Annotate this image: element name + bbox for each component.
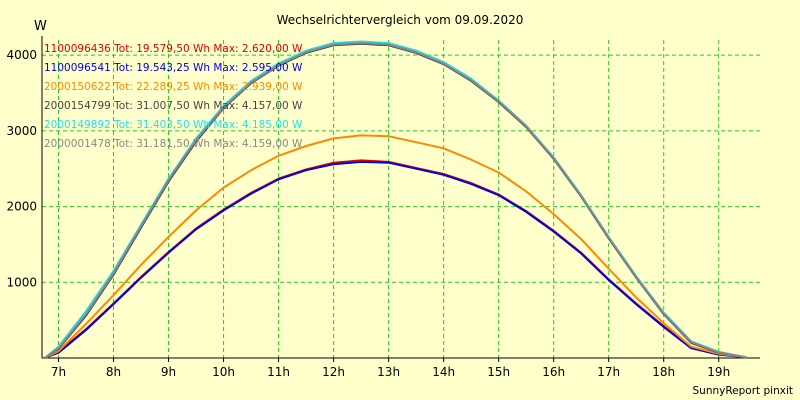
- y-tick-label: 4000: [6, 48, 37, 62]
- x-tick-label: 15h: [487, 365, 510, 379]
- footer-credit: SunnyReport pinxit: [693, 385, 793, 397]
- x-tick-label: 10h: [212, 365, 235, 379]
- x-tick-label: 14h: [432, 365, 455, 379]
- x-tick-label: 9h: [161, 365, 176, 379]
- legend: 1100096436 Tot: 19.579,50 Wh Max: 2.620,…: [44, 43, 303, 150]
- x-tick-label: 13h: [377, 365, 400, 379]
- legend-entry-4: 2000154799 Tot: 31.007,50 Wh Max: 4.157,…: [44, 100, 303, 112]
- y-tick-label: 1000: [6, 275, 37, 289]
- y-tick-label: 2000: [6, 200, 37, 214]
- y-tick-label: 3000: [6, 124, 37, 138]
- legend-entry-5: 2000149892 Tot: 31.403,50 Wh Max: 4.185,…: [44, 119, 303, 131]
- axes-layer: 7h 8h 9h 10h 11h 12h 13h 14h 15h 16h 17h 18h 19h 1000…: [6, 36, 760, 379]
- x-tick-label: 12h: [322, 365, 345, 379]
- legend-entry-3: 2000150622 Tot: 22.289,25 Wh Max: 2.939,…: [44, 81, 303, 93]
- x-tick-label: 19h: [707, 365, 730, 379]
- series-line-6: [44, 42, 747, 359]
- x-tick-label: 16h: [542, 365, 565, 379]
- series-line-1: [44, 159, 747, 359]
- series-layer: [44, 40, 747, 359]
- legend-entry-1: 1100096436 Tot: 19.579,50 Wh Max: 2.620,…: [44, 43, 303, 55]
- chart-title: Wechselrichtervergleich vom 09.09.2020: [277, 13, 524, 27]
- y-axis-unit-label: W: [34, 19, 47, 34]
- legend-entry-2: 1100096541 Tot: 19.543,25 Wh Max: 2.595,…: [44, 62, 303, 74]
- series-line-3: [44, 134, 747, 359]
- x-tick-label: 17h: [597, 365, 620, 379]
- x-tick-label: 8h: [106, 365, 121, 379]
- x-tick-label: 18h: [652, 365, 675, 379]
- x-tick-label: 11h: [267, 365, 290, 379]
- x-tick-label: 7h: [51, 365, 66, 379]
- legend-entry-6: 2000001478 Tot: 31.181,50 Wh Max: 4.159,…: [44, 138, 303, 150]
- series-line-2: [44, 160, 747, 359]
